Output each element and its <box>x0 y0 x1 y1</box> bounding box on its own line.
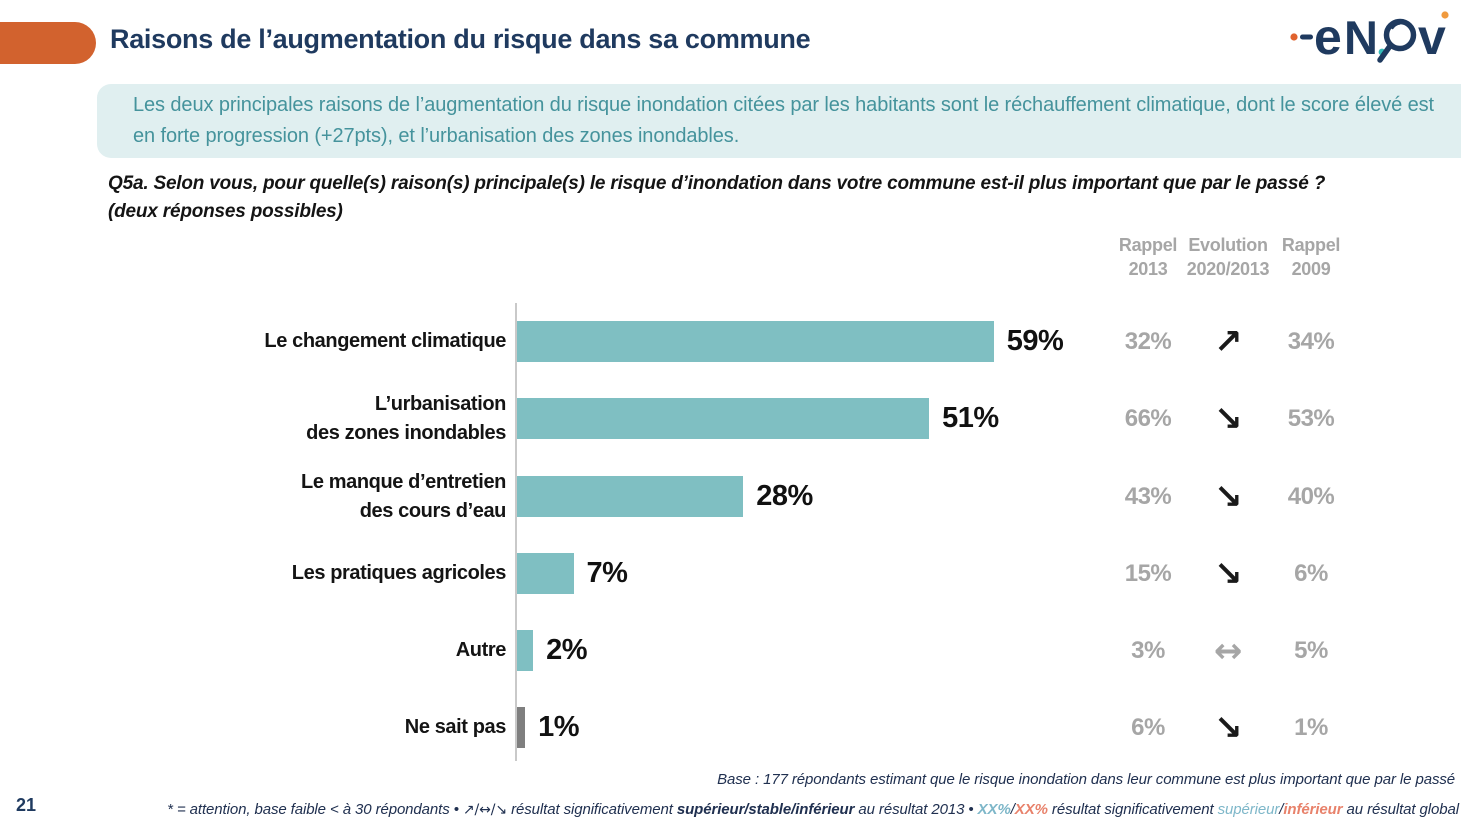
logo-letter-e: e <box>1314 9 1342 64</box>
rappel-2013-value: 6% <box>1131 713 1165 741</box>
column-header-rappel-2013: Rappel 2013 <box>1118 235 1178 280</box>
logo-dash <box>1300 34 1313 40</box>
footnote-xx-superior: XX% <box>977 801 1011 818</box>
footnote: * = attention, base faible < à 30 répond… <box>167 801 1459 818</box>
bar <box>517 707 526 748</box>
evolution-stable-arrow-icon: ↔ <box>1214 630 1243 671</box>
footnote-xx-inferior: XX% <box>1014 801 1048 818</box>
summary-text: Les deux principales raisons de l’augmen… <box>133 94 1434 147</box>
logo-letter-n: N <box>1344 11 1378 64</box>
evolution-down-arrow-icon: ↘ <box>1214 707 1243 748</box>
enov-logo: e N v <box>1288 6 1450 65</box>
bar <box>517 630 534 671</box>
bar <box>517 321 994 362</box>
page-title: Raisons de l’augmentation du risque dans… <box>110 24 811 54</box>
question-text: Q5a. Selon vous, pour quelle(s) raison(s… <box>108 173 1326 222</box>
chart-axis-line <box>515 303 517 761</box>
column-header-evolution: Evolution 2020/2013 <box>1186 235 1270 280</box>
bar-label: Le changement climatique <box>264 330 506 352</box>
accent-bar <box>0 22 96 64</box>
rappel-2009-value: 53% <box>1287 404 1335 432</box>
rappel-2009-value: 6% <box>1294 559 1328 587</box>
evolution-down-arrow-icon: ↘ <box>1214 398 1243 439</box>
value-label: 7% <box>586 557 628 589</box>
footnote-inferieur: inférieur <box>1283 801 1343 818</box>
footnote-text: * = attention, base faible < à 30 répond… <box>167 801 463 818</box>
page-number: 21 <box>16 795 37 815</box>
rappel-2013-value: 43% <box>1124 482 1172 510</box>
footnote-text: au résultat 2013 • <box>854 801 978 818</box>
chart-row-autre: Autre 2% 3% ↔ 5% <box>0 630 1461 671</box>
footnote-arrows-icon: ↗/↔/↘ <box>462 802 508 818</box>
footnote-text: résultat significativement <box>507 801 677 818</box>
column-header-rappel-2009: Rappel 2009 <box>1281 235 1341 280</box>
chart-row-urbanisation: L’urbanisation des zones inondables 51% … <box>0 393 1461 444</box>
value-label: 51% <box>942 402 999 434</box>
bar-label: Les pratiques agricoles <box>291 562 507 584</box>
evolution-up-arrow-icon: ↗ <box>1214 321 1243 362</box>
value-label: 1% <box>538 711 579 743</box>
value-label: 28% <box>756 480 813 512</box>
bar-label: L’urbanisation des zones inondables <box>306 392 506 444</box>
footnote-text: / <box>1010 801 1015 818</box>
footnote-text: résultat significativement <box>1047 801 1218 818</box>
rappel-2013-value: 3% <box>1131 636 1165 664</box>
rappel-2013-value: 66% <box>1124 404 1172 432</box>
logo-dot-top <box>1441 11 1449 19</box>
bar-label: Autre <box>455 639 507 661</box>
rappel-2009-value: 34% <box>1287 327 1335 355</box>
chart-row-manque-entretien: Le manque d’entretien des cours d’eau 28… <box>0 471 1461 522</box>
magnifier-icon <box>1377 18 1417 63</box>
bar-label: Ne sait pas <box>404 716 507 738</box>
chart-row-ne-sait-pas: Ne sait pas 1% 6% ↘ 1% <box>0 707 1461 748</box>
enov-logo-graphic: e N v <box>1290 9 1449 65</box>
bar <box>517 398 930 439</box>
rappel-2009-value: 5% <box>1294 636 1328 664</box>
footnote-text: / <box>1279 801 1284 818</box>
evolution-down-arrow-icon: ↘ <box>1214 476 1243 517</box>
rappel-2013-value: 32% <box>1124 327 1172 355</box>
rappel-2009-value: 40% <box>1287 482 1335 510</box>
footnote-text: au résultat global <box>1342 801 1460 818</box>
logo-letter-v: v <box>1418 9 1446 64</box>
footnote-superieur: supérieur <box>1217 801 1280 818</box>
base-note: Base : 177 répondants estimant que le ri… <box>717 771 1455 788</box>
bar <box>517 476 744 517</box>
chart-row-pratiques-agricoles: Les pratiques agricoles 7% 15% ↘ 6% <box>0 553 1461 594</box>
chart-row-changement-climatique: Le changement climatique 59% 32% ↗ 34% <box>0 321 1461 362</box>
rappel-2009-value: 1% <box>1294 713 1328 741</box>
evolution-down-arrow-icon: ↘ <box>1214 553 1243 594</box>
value-label: 2% <box>546 634 588 666</box>
value-label: 59% <box>1006 325 1064 357</box>
summary-banner: Les deux principales raisons de l’augmen… <box>97 84 1461 158</box>
logo-dot-left <box>1290 33 1298 41</box>
bar-label: Le manque d’entretien des cours d’eau <box>301 470 506 522</box>
rappel-2013-value: 15% <box>1124 559 1172 587</box>
bar <box>517 553 574 594</box>
footnote-emphasis: supérieur/stable/inférieur <box>676 801 855 818</box>
